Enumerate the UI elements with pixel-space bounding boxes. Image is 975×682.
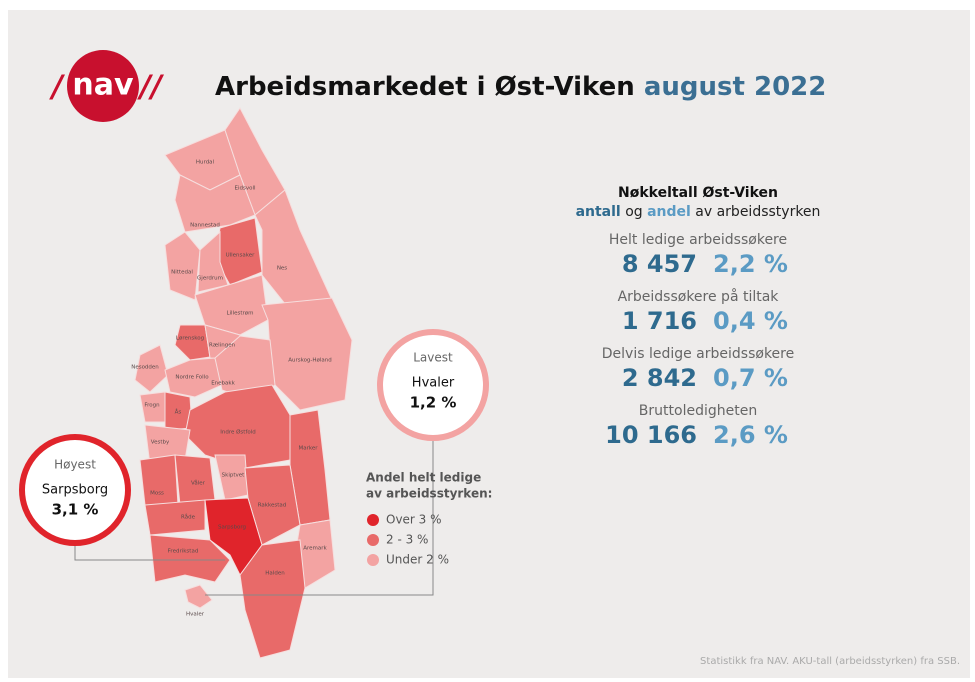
legend: Andel helt ledige av arbeidsstyrken: Ove…: [366, 471, 492, 567]
callout-label: Lavest: [413, 351, 453, 365]
callout-name: Sarpsborg: [42, 483, 108, 498]
municipality: [134, 344, 169, 393]
municipality-label: Fredrikstad: [168, 549, 199, 555]
subtitle-part: av arbeidsstyrken: [695, 204, 820, 220]
row-count: 8 457: [622, 250, 697, 278]
municipality-label: Ullensaker: [226, 253, 256, 259]
municipality-label: Skiptvet: [222, 473, 245, 479]
source: Statistikk fra NAV. AKU-tall (arbeidssty…: [700, 656, 960, 667]
logo: / // nav: [49, 50, 165, 122]
municipality-label: Nannestad: [190, 223, 220, 229]
municipality: [239, 539, 306, 659]
municipality-label: Lillestrøm: [226, 311, 253, 317]
map: Hurdal Eidsvoll Nannestad Ullensaker Nes Nitt…: [131, 107, 353, 659]
row-count: 10 166: [605, 421, 697, 449]
municipality-label: Halden: [265, 571, 285, 577]
municipality-label: Råde: [181, 514, 196, 521]
municipality-label: Frogn: [144, 403, 160, 409]
municipality-label: Nordre Follo: [175, 375, 209, 381]
municipality: [244, 464, 301, 546]
title-highlight: august 2022: [644, 72, 827, 102]
subtitle-part: andel: [647, 204, 691, 220]
legend-title: av arbeidsstyrken:: [366, 487, 492, 501]
municipality: [139, 454, 179, 506]
legend-title: Andel helt ledige: [366, 471, 481, 485]
municipality-label: Aurskog-Høland: [288, 358, 332, 364]
callout-circle: [19, 434, 131, 546]
row-label: Helt ledige arbeidssøkere: [609, 232, 787, 248]
municipality: [174, 324, 211, 361]
municipality-label: Hvaler: [186, 612, 205, 618]
logo-slash: //: [137, 70, 165, 105]
key-subtitle: antall og andel av arbeidsstyrken: [576, 204, 821, 220]
municipality: [174, 174, 256, 233]
municipality-label: Lørenskog: [176, 336, 204, 342]
row-label: Bruttoledigheten: [639, 403, 757, 419]
municipality: [261, 297, 353, 411]
municipality-label: Vestby: [151, 440, 170, 446]
municipality-label: Hurdal: [196, 160, 215, 166]
municipality-label: Aremark: [303, 546, 327, 552]
municipality-label: Indre Østfold: [220, 429, 256, 436]
municipality-label: Nesodden: [131, 365, 159, 371]
connector: [74, 545, 225, 561]
municipality: [149, 534, 231, 583]
legend-swatch: [367, 554, 379, 566]
municipality: [164, 231, 201, 301]
row-label: Arbeidssøkere på tiltak: [618, 288, 780, 305]
background: [8, 10, 970, 678]
title: Arbeidsmarkedet i Øst-Viken august 2022: [215, 72, 826, 102]
municipality-label: Rakkestad: [258, 503, 287, 509]
callout-value: 1,2 %: [410, 394, 457, 412]
municipality-label: Våler: [191, 480, 206, 487]
row-share: 2,6 %: [713, 421, 788, 449]
legend-label: Over 3 %: [386, 513, 442, 527]
municipality: [144, 499, 206, 536]
logo-circle: [67, 50, 139, 122]
row-label: Delvis ledige arbeidssøkere: [602, 346, 794, 362]
municipality-label: Enebakk: [211, 381, 235, 387]
callout-label: Høyest: [54, 458, 96, 472]
row-count: 1 716: [622, 307, 697, 335]
subtitle-part: og: [625, 204, 642, 220]
municipality-label: Rælingen: [209, 343, 236, 349]
legend-label: Under 2 %: [386, 553, 449, 567]
title-main: Arbeidsmarkedet i Øst-Viken: [215, 72, 635, 102]
municipality: [184, 584, 213, 609]
key-figures: Nøkkeltall Øst-Viken antall og andel av …: [576, 185, 821, 449]
row-share: 0,7 %: [713, 364, 788, 392]
municipality-label: Moss: [150, 491, 164, 497]
logo-text: nav: [72, 68, 134, 103]
legend-swatch: [367, 514, 379, 526]
municipality-label: Eidsvoll: [234, 186, 256, 192]
municipality-label: Sarpsborg: [218, 525, 246, 531]
municipality-label: Marker: [298, 446, 318, 452]
legend-swatch: [367, 534, 379, 546]
subtitle-part: antall: [576, 204, 621, 220]
legend-label: 2 - 3 %: [386, 533, 428, 547]
municipality-label: Gjerdrum: [197, 276, 223, 282]
key-title: Nøkkeltall Øst-Viken: [618, 185, 778, 201]
municipality: [197, 230, 229, 293]
highest-callout: Høyest Sarpsborg 3,1 %: [19, 434, 225, 561]
connector: [205, 440, 434, 596]
row-count: 2 842: [622, 364, 697, 392]
municipality-label: Ås: [175, 409, 182, 416]
logo-slash: /: [49, 70, 66, 105]
callout-circle: [377, 329, 489, 441]
municipality-label: Nes: [277, 266, 287, 272]
municipality: [214, 335, 276, 401]
key-rows: Helt ledige arbeidssøkere 8 457 2,2 % Arbei…: [602, 232, 794, 449]
lowest-callout: Lavest Hvaler 1,2 %: [205, 329, 489, 596]
callout-value: 3,1 %: [52, 501, 99, 519]
row-share: 2,2 %: [713, 250, 788, 278]
municipality-label: Nittedal: [171, 270, 193, 276]
row-share: 0,4 %: [713, 307, 788, 335]
callout-name: Hvaler: [412, 376, 455, 391]
